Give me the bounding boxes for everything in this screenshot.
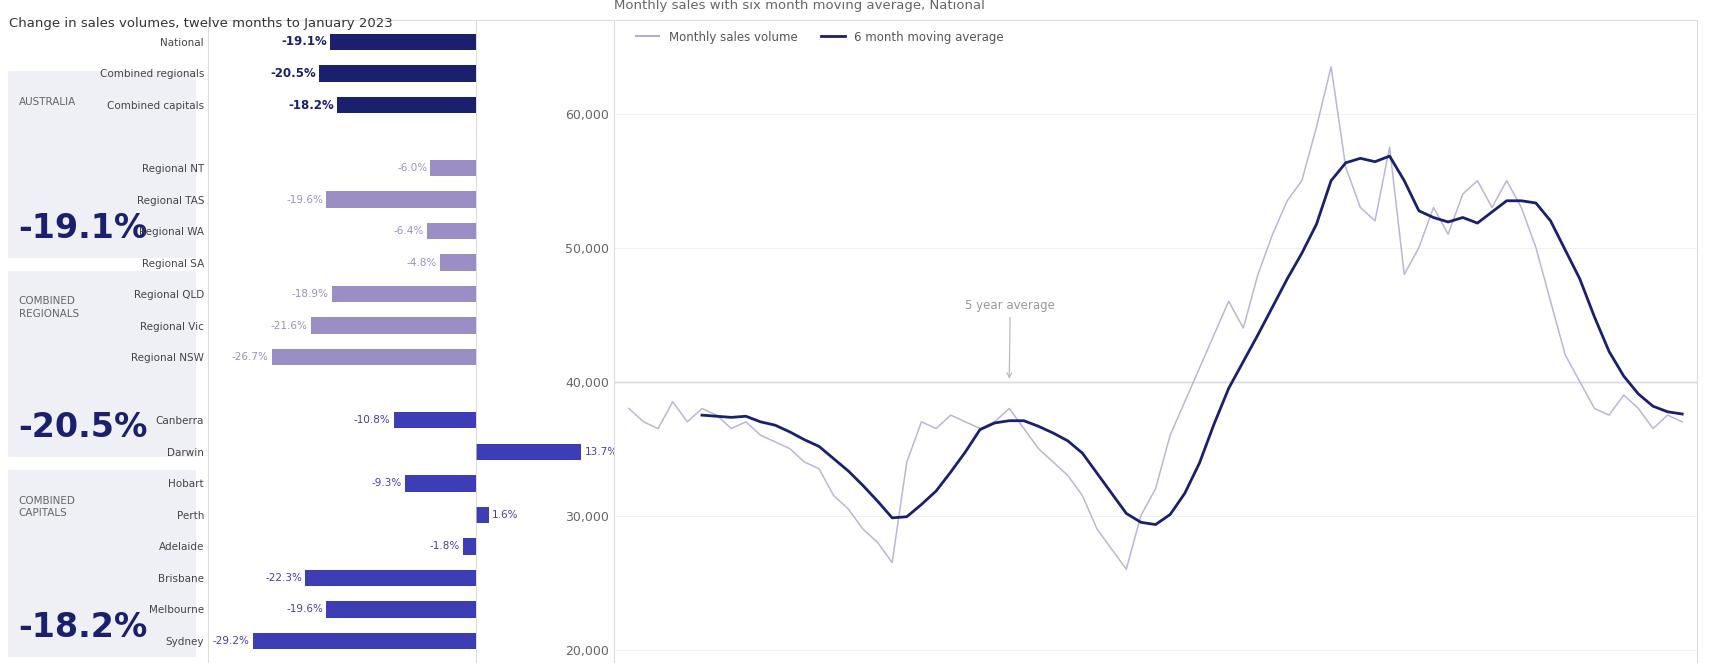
Bar (252, 633, 476, 649)
Text: -26.7%: -26.7% (231, 352, 269, 362)
Bar (310, 318, 476, 334)
Text: -9.3%: -9.3% (372, 478, 403, 489)
Text: -18.2%: -18.2% (19, 611, 147, 644)
Text: 1.6%: 1.6% (492, 510, 518, 520)
Bar (326, 192, 476, 208)
Bar (476, 444, 581, 460)
Legend: Monthly sales volume, 6 month moving average: Monthly sales volume, 6 month moving ave… (631, 26, 1008, 48)
Text: COMBINED
CAPITALS: COMBINED CAPITALS (19, 496, 75, 518)
Bar (326, 601, 476, 618)
Text: -10.8%: -10.8% (353, 415, 391, 425)
Bar (476, 507, 488, 523)
Bar (439, 255, 476, 271)
Bar (305, 570, 476, 586)
Text: 5 year average: 5 year average (965, 299, 1056, 377)
Text: Change in sales volumes, twelve months to January 2023: Change in sales volumes, twelve months t… (9, 17, 393, 30)
Text: -19.6%: -19.6% (286, 194, 324, 205)
Text: -20.5%: -20.5% (271, 67, 315, 80)
Text: -21.6%: -21.6% (271, 321, 309, 331)
Text: -29.2%: -29.2% (213, 636, 250, 646)
Text: -19.1%: -19.1% (281, 35, 327, 48)
Text: Monthly sales with six month moving average, National: Monthly sales with six month moving aver… (614, 0, 986, 12)
Text: COMBINED
REGIONALS: COMBINED REGIONALS (19, 296, 79, 319)
Bar (427, 223, 476, 239)
Bar (319, 65, 476, 82)
FancyBboxPatch shape (9, 271, 195, 457)
Text: -18.2%: -18.2% (288, 99, 334, 111)
FancyBboxPatch shape (9, 470, 195, 656)
Text: AUSTRALIA: AUSTRALIA (19, 97, 75, 107)
Text: 13.7%: 13.7% (584, 447, 617, 457)
Bar (331, 286, 476, 302)
Bar (331, 34, 476, 50)
Text: -6.4%: -6.4% (394, 226, 425, 236)
Text: -22.3%: -22.3% (266, 573, 302, 583)
Text: -20.5%: -20.5% (19, 411, 147, 444)
Text: -19.6%: -19.6% (286, 605, 324, 615)
FancyBboxPatch shape (9, 72, 195, 258)
Text: -19.1%: -19.1% (19, 212, 147, 245)
Text: -1.8%: -1.8% (428, 542, 459, 552)
Bar (405, 475, 476, 491)
Bar (463, 538, 476, 554)
Bar (338, 97, 476, 113)
Bar (430, 160, 476, 176)
Text: -4.8%: -4.8% (406, 258, 437, 268)
Bar (394, 412, 476, 428)
Text: -6.0%: -6.0% (398, 163, 427, 173)
Text: -18.9%: -18.9% (291, 289, 329, 299)
Bar (273, 349, 476, 365)
